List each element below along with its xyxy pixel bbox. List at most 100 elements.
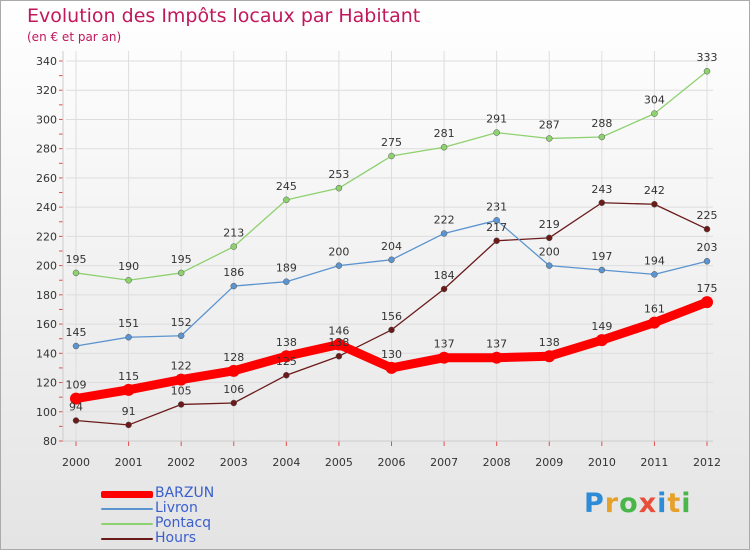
data-label-barzun: 137 bbox=[434, 338, 455, 351]
grid-layer bbox=[66, 51, 713, 442]
x-tick-label: 2002 bbox=[167, 456, 195, 469]
data-label-hours: 217 bbox=[486, 221, 507, 234]
y-tick-label: 280 bbox=[36, 143, 57, 156]
data-point-pontacq bbox=[125, 276, 132, 284]
legend-swatch-pontacq bbox=[101, 523, 153, 525]
data-point-barzun bbox=[332, 338, 345, 351]
legend-swatch-livron bbox=[101, 508, 153, 510]
y-tick-label: 340 bbox=[36, 55, 57, 68]
data-point-pontacq bbox=[388, 152, 395, 160]
y-tick-label: 180 bbox=[36, 289, 57, 302]
data-label-livron: 231 bbox=[486, 200, 507, 213]
data-label-barzun: 138 bbox=[539, 336, 560, 349]
data-point-barzun bbox=[227, 364, 240, 377]
y-tick-label: 260 bbox=[36, 172, 57, 185]
data-label-livron: 200 bbox=[539, 246, 560, 259]
legend-item-livron: Livron bbox=[101, 500, 301, 516]
data-label-pontacq: 253 bbox=[328, 168, 349, 181]
data-point-livron bbox=[230, 282, 237, 290]
data-label-pontacq: 333 bbox=[697, 51, 718, 64]
data-point-pontacq bbox=[703, 67, 711, 75]
logo-letter: t bbox=[667, 488, 682, 519]
x-tick-label: 2001 bbox=[115, 456, 143, 469]
proxiti-logo: Proxiti bbox=[584, 488, 692, 519]
y-tick-label: 240 bbox=[36, 201, 57, 214]
data-label-hours: 219 bbox=[539, 218, 560, 231]
data-label-hours: 138 bbox=[328, 336, 349, 349]
x-tick-label: 2009 bbox=[535, 456, 563, 469]
y-tick-label: 100 bbox=[36, 406, 57, 419]
data-label-hours: 243 bbox=[591, 183, 612, 196]
data-point-barzun bbox=[543, 350, 556, 363]
data-point-hours bbox=[283, 371, 290, 379]
legend: BARZUN Livron Pontacq Hours bbox=[101, 485, 301, 546]
y-tick-label: 200 bbox=[36, 260, 57, 273]
data-label-hours: 106 bbox=[223, 383, 244, 396]
y-tick-label: 300 bbox=[36, 113, 57, 126]
legend-item-barzun: BARZUN bbox=[101, 485, 301, 501]
data-point-barzun bbox=[175, 373, 188, 386]
legend-label-pontacq: Pontacq bbox=[155, 515, 212, 531]
data-label-barzun: 115 bbox=[118, 370, 139, 383]
data-label-livron: 151 bbox=[118, 317, 139, 330]
legend-label-barzun: BARZUN bbox=[155, 485, 215, 501]
data-label-pontacq: 291 bbox=[486, 113, 507, 126]
data-point-hours bbox=[651, 200, 658, 208]
data-point-livron bbox=[440, 230, 448, 237]
data-point-barzun bbox=[701, 296, 713, 309]
data-point-livron bbox=[177, 332, 185, 340]
data-point-hours bbox=[335, 352, 343, 360]
data-point-livron bbox=[546, 262, 553, 269]
data-label-pontacq: 195 bbox=[171, 253, 192, 266]
logo-letter: P bbox=[584, 488, 605, 519]
logo-letter: i bbox=[657, 488, 668, 519]
x-tick-label: 2010 bbox=[588, 456, 616, 469]
data-point-hours bbox=[546, 234, 553, 242]
data-label-pontacq: 281 bbox=[434, 127, 455, 140]
data-label-barzun: 175 bbox=[697, 282, 718, 295]
data-point-pontacq bbox=[440, 143, 448, 151]
data-label-barzun: 128 bbox=[223, 351, 244, 364]
data-point-barzun bbox=[438, 351, 451, 364]
data-point-hours bbox=[598, 199, 606, 207]
data-label-livron: 197 bbox=[591, 250, 612, 263]
data-point-hours bbox=[177, 401, 185, 408]
data-label-barzun: 161 bbox=[644, 303, 665, 316]
data-point-livron bbox=[703, 257, 711, 265]
data-label-barzun: 130 bbox=[381, 348, 402, 361]
data-point-barzun bbox=[648, 316, 661, 329]
y-tick-label: 320 bbox=[36, 84, 57, 97]
data-point-livron bbox=[388, 256, 395, 264]
logo-letter: r bbox=[604, 488, 620, 519]
data-label-livron: 152 bbox=[171, 316, 192, 329]
legend-label-livron: Livron bbox=[155, 500, 198, 516]
series-layer bbox=[70, 67, 713, 429]
data-point-pontacq bbox=[230, 243, 237, 250]
data-point-livron bbox=[335, 262, 343, 269]
data-point-hours bbox=[703, 225, 711, 233]
legend-swatch-barzun bbox=[101, 491, 153, 498]
data-point-pontacq bbox=[651, 110, 658, 117]
data-point-barzun bbox=[122, 383, 135, 396]
data-label-pontacq: 288 bbox=[591, 117, 612, 130]
data-label-barzun: 138 bbox=[276, 336, 297, 349]
data-label-livron: 186 bbox=[223, 266, 244, 279]
data-point-livron bbox=[72, 342, 80, 350]
data-point-livron bbox=[598, 266, 606, 274]
data-label-livron: 222 bbox=[434, 213, 455, 226]
y-tick-label: 160 bbox=[36, 318, 57, 331]
logo-letter: o bbox=[619, 488, 639, 519]
data-point-hours bbox=[72, 417, 80, 424]
data-point-livron bbox=[283, 278, 290, 285]
data-label-pontacq: 304 bbox=[644, 94, 665, 107]
data-point-barzun bbox=[490, 351, 503, 364]
data-label-livron: 189 bbox=[276, 262, 297, 275]
legend-label-hours: Hours bbox=[155, 530, 197, 546]
chart-title: Evolution des Impôts locaux par Habitant bbox=[27, 5, 421, 27]
data-point-pontacq bbox=[283, 196, 290, 204]
data-label-hours: 184 bbox=[434, 269, 455, 282]
data-label-barzun: 109 bbox=[66, 379, 87, 392]
data-point-livron bbox=[651, 271, 658, 278]
